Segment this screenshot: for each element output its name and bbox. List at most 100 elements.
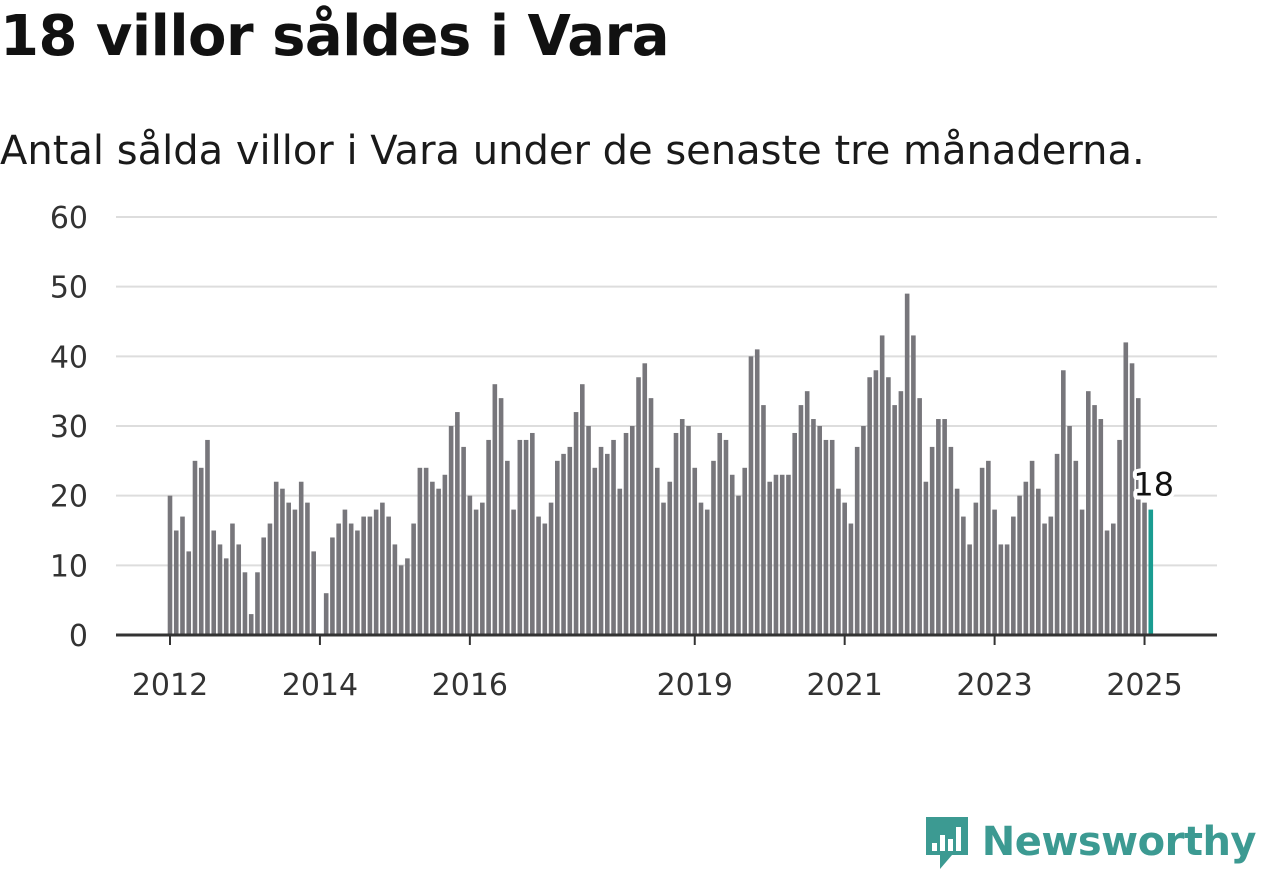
bar bbox=[942, 419, 947, 635]
bar bbox=[773, 474, 779, 635]
bar bbox=[530, 432, 535, 635]
bar bbox=[505, 460, 510, 635]
bar bbox=[654, 467, 660, 635]
bar bbox=[617, 488, 623, 635]
bar bbox=[879, 335, 885, 635]
bar bbox=[192, 460, 198, 635]
bar bbox=[1135, 398, 1141, 635]
bar bbox=[498, 398, 504, 635]
bar bbox=[1042, 523, 1047, 635]
bar bbox=[248, 614, 254, 635]
bar bbox=[517, 439, 523, 635]
bar bbox=[711, 460, 716, 635]
x-tick-label: 2012 bbox=[132, 668, 208, 703]
bar bbox=[442, 474, 448, 635]
bar bbox=[873, 370, 879, 635]
bar bbox=[492, 384, 498, 635]
x-tick-label: 2019 bbox=[657, 668, 733, 703]
bar bbox=[679, 419, 685, 635]
bar bbox=[330, 537, 335, 635]
bar bbox=[405, 558, 410, 635]
bar bbox=[904, 293, 910, 635]
bar bbox=[1111, 523, 1116, 635]
bar bbox=[636, 377, 641, 635]
bar bbox=[604, 453, 610, 635]
bar bbox=[255, 572, 260, 635]
bar bbox=[704, 509, 710, 635]
bar bbox=[386, 516, 391, 635]
bar bbox=[979, 467, 985, 635]
bar bbox=[167, 495, 173, 635]
bar bbox=[186, 551, 192, 635]
bar bbox=[573, 412, 579, 635]
bar bbox=[567, 446, 573, 635]
bar bbox=[523, 439, 529, 635]
bar bbox=[854, 446, 860, 635]
bar bbox=[629, 426, 635, 635]
bar bbox=[311, 551, 316, 635]
newsworthy-logo-icon bbox=[925, 817, 968, 869]
bar bbox=[561, 453, 566, 635]
bar bbox=[936, 419, 941, 635]
bar bbox=[230, 523, 235, 635]
bar bbox=[736, 495, 741, 635]
bar bbox=[1048, 516, 1054, 635]
bar bbox=[380, 502, 385, 635]
bar bbox=[548, 502, 554, 635]
bar-highlight bbox=[1148, 509, 1154, 635]
bar bbox=[917, 398, 922, 635]
bar bbox=[348, 523, 354, 635]
bar bbox=[392, 544, 398, 635]
bar bbox=[1117, 439, 1122, 635]
y-tick-label: 60 bbox=[50, 201, 88, 236]
bar bbox=[280, 488, 285, 635]
bar bbox=[467, 495, 473, 635]
bar bbox=[367, 516, 373, 635]
bar bbox=[786, 474, 791, 635]
x-tick-label: 2014 bbox=[282, 668, 358, 703]
bar bbox=[961, 516, 966, 635]
bar bbox=[792, 432, 797, 635]
bar bbox=[1061, 370, 1066, 635]
bar bbox=[723, 439, 729, 635]
bar bbox=[717, 432, 723, 635]
bar bbox=[536, 516, 541, 635]
bar bbox=[692, 467, 698, 635]
bar bbox=[1023, 481, 1029, 635]
x-tick-label: 2016 bbox=[432, 668, 508, 703]
bar bbox=[211, 530, 217, 635]
bar bbox=[267, 523, 273, 635]
bar bbox=[1104, 530, 1110, 635]
bar bbox=[242, 572, 248, 635]
bar bbox=[323, 593, 329, 635]
bar bbox=[929, 446, 935, 635]
bar bbox=[411, 523, 416, 635]
bar bbox=[198, 467, 204, 635]
bar bbox=[861, 426, 866, 635]
bar bbox=[298, 481, 304, 635]
bar bbox=[542, 523, 548, 635]
bar bbox=[798, 405, 804, 635]
bar bbox=[261, 537, 266, 635]
bar bbox=[417, 467, 423, 635]
bar bbox=[729, 474, 735, 635]
y-tick-label: 10 bbox=[50, 549, 88, 584]
bar bbox=[848, 523, 854, 635]
bar bbox=[305, 502, 310, 635]
bar bbox=[398, 565, 404, 635]
brand-name: Newsworthy bbox=[981, 819, 1257, 865]
bar bbox=[455, 412, 460, 635]
bar bbox=[1067, 426, 1072, 635]
bar bbox=[1098, 419, 1104, 635]
bar bbox=[642, 363, 648, 635]
bar bbox=[361, 516, 366, 635]
bar bbox=[767, 481, 773, 635]
bar bbox=[836, 488, 841, 635]
bar bbox=[829, 439, 835, 635]
y-tick-label: 40 bbox=[50, 340, 88, 375]
bar bbox=[1079, 509, 1085, 635]
bar bbox=[992, 509, 997, 635]
bar bbox=[430, 481, 435, 635]
y-tick-label: 50 bbox=[50, 271, 88, 306]
bar bbox=[592, 467, 598, 635]
